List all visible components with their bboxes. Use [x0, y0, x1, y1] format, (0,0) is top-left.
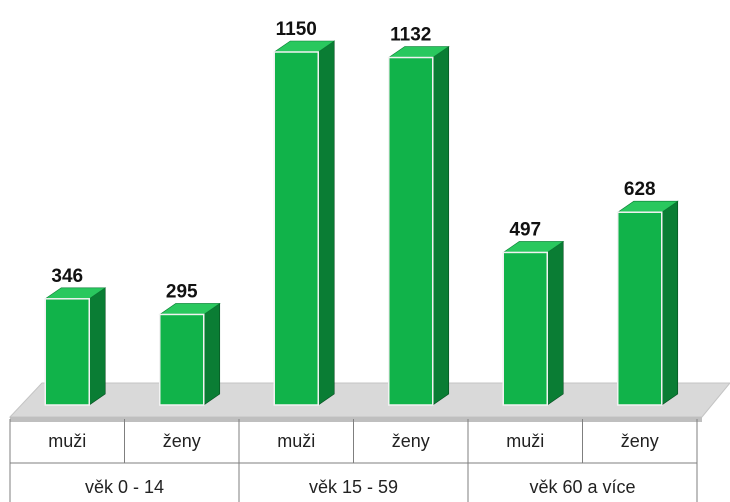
bar-0-ženy — [158, 302, 221, 406]
bars — [44, 40, 679, 406]
data-label: 1132 — [390, 25, 431, 46]
bar-side — [317, 40, 335, 406]
category-table: muži ženy věk 0 - 14 muži ženy věk 15 - 59 muž… — [9, 419, 698, 502]
bar-side — [203, 302, 221, 406]
category-label: ženy — [392, 431, 430, 451]
category-label: muži — [277, 431, 315, 451]
data-label: 628 — [624, 179, 656, 200]
data-labels: 346 295 1150 1132 497 628 — [51, 19, 655, 302]
data-label: 1150 — [276, 19, 317, 40]
floor-edge — [10, 417, 702, 422]
bar-2-ženy — [616, 200, 679, 406]
bar-side — [432, 45, 450, 406]
data-label: 295 — [166, 281, 198, 302]
group-label: věk 15 - 59 — [309, 477, 398, 497]
bar-1-muži — [273, 40, 336, 406]
data-label: 497 — [509, 219, 541, 240]
category-label: muži — [48, 431, 86, 451]
bar-side — [661, 200, 679, 406]
data-label: 346 — [51, 266, 83, 287]
bar-2-muži — [502, 240, 565, 406]
category-label: ženy — [621, 431, 659, 451]
bar-front — [617, 211, 663, 406]
bar-front — [44, 298, 90, 406]
group-label: věk 0 - 14 — [85, 477, 164, 497]
bar-front — [388, 56, 434, 406]
category-label: ženy — [163, 431, 201, 451]
bar-front — [159, 313, 205, 406]
bar-side — [546, 240, 564, 406]
bar-front — [273, 51, 319, 406]
bar-1-ženy — [387, 45, 450, 406]
category-label: muži — [506, 431, 544, 451]
group-label: věk 60 a více — [529, 477, 635, 497]
bar-front — [502, 251, 548, 406]
bar-side — [88, 287, 106, 406]
bar-0-muži — [44, 287, 107, 406]
